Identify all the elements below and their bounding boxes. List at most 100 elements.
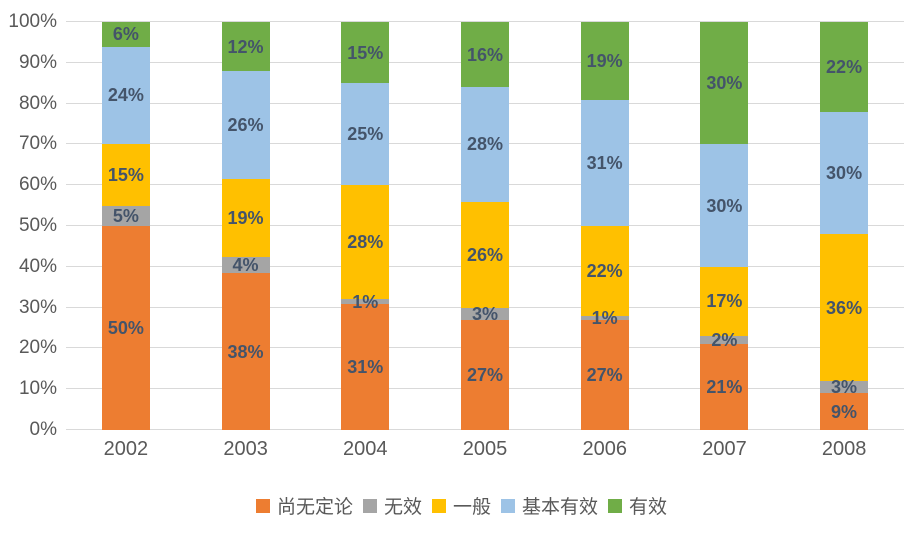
bar-segment: 19% [580, 22, 629, 100]
bar-segment: 9% [820, 393, 869, 430]
legend-item: 基本有效 [501, 492, 598, 519]
bar-segment: 17% [700, 266, 749, 337]
bar-segment: 22% [820, 22, 869, 112]
data-label: 22% [586, 260, 623, 281]
y-tick-label: 50% [18, 215, 57, 236]
data-label: 4% [232, 255, 259, 276]
x-tick-label: 2004 [343, 438, 388, 460]
legend: 尚无定论 无效 一般 基本有效 有效 [0, 492, 923, 519]
legend-swatch [255, 498, 270, 513]
legend-swatch [362, 498, 377, 513]
bar-segment: 5% [101, 205, 150, 226]
legend-label: 有效 [629, 497, 668, 518]
bar-2002: 50% 5% 15% 24% 6% [101, 22, 150, 430]
bar-segment: 26% [460, 201, 509, 308]
bar-segment: 31% [580, 99, 629, 227]
bar-segment: 21% [700, 344, 749, 430]
y-tick-label: 40% [18, 255, 57, 277]
bar-segment: 30% [700, 22, 749, 145]
data-label: 30% [706, 195, 743, 216]
data-label: 5% [112, 205, 139, 226]
y-tick-label: 20% [18, 337, 57, 359]
data-label: 30% [826, 162, 863, 183]
bar-2003: 38% 4% 19% 26% 12% [221, 22, 270, 430]
data-label: 27% [466, 364, 503, 385]
data-label: 21% [706, 377, 743, 398]
bar-segment: 36% [820, 234, 869, 382]
y-tick-label: 80% [18, 92, 57, 114]
bar-segment: 19% [221, 178, 270, 257]
data-label: 31% [347, 356, 384, 377]
legend-label: 一般 [452, 497, 491, 518]
legend-item: 一般 [431, 492, 491, 519]
bar-segment: 30% [700, 144, 749, 267]
bar-segment: 26% [221, 71, 270, 179]
data-label: 17% [706, 291, 743, 312]
data-label: 3% [831, 377, 858, 398]
bar-2008: 9% 3% 36% 30% 22% [820, 22, 869, 430]
bar-segment: 38% [221, 273, 270, 430]
bar-segment: 1% [580, 309, 629, 327]
data-label: 19% [227, 207, 264, 228]
y-tick-label: 100% [8, 11, 57, 32]
x-axis: 2002 2003 2004 2005 2006 2007 2008 [66, 438, 904, 461]
data-label: 1% [352, 291, 379, 312]
data-label: 24% [107, 85, 144, 106]
bar-2007: 21% 2% 17% 30% 30% [700, 22, 749, 430]
bar-segment: 6% [101, 22, 150, 47]
data-label: 50% [107, 318, 144, 338]
bar-segment: 3% [460, 305, 509, 323]
data-label: 26% [227, 115, 264, 136]
bar-segment: 1% [341, 293, 390, 311]
data-label: 25% [347, 124, 384, 145]
data-label: 2% [711, 330, 738, 351]
legend-label: 尚无定论 [276, 497, 353, 518]
data-label: 26% [466, 244, 503, 265]
bar-segment: 4% [221, 255, 270, 276]
bar-segment: 12% [221, 22, 270, 72]
data-label: 22% [826, 56, 863, 77]
bar-segment: 2% [700, 331, 749, 349]
y-tick-label: 90% [18, 51, 57, 73]
data-label: 38% [227, 341, 264, 362]
bar-segment: 27% [580, 319, 629, 430]
bar-segment: 27% [460, 319, 509, 430]
legend-swatch [608, 498, 623, 513]
y-tick-label: 70% [18, 133, 57, 155]
x-tick-label: 2002 [103, 438, 149, 460]
bars-row: 50% 5% 15% 24% 6% 38% 4% 19% 26% 12% 31% 1% 28% 25% 15… [66, 22, 904, 430]
data-label: 15% [347, 42, 384, 63]
data-label: 27% [586, 364, 623, 385]
x-tick-label: 2005 [462, 438, 508, 460]
y-tick-label: 10% [18, 378, 57, 400]
data-label: 30% [706, 73, 743, 94]
data-label: 28% [466, 134, 503, 155]
bar-segment: 3% [820, 377, 869, 398]
data-label: 6% [112, 24, 139, 45]
legend-item: 尚无定论 [255, 492, 353, 519]
x-tick-label: 2003 [223, 438, 268, 460]
data-label: 31% [586, 152, 623, 173]
bar-2005: 27% 3% 26% 28% 16% [460, 22, 509, 430]
bar-2004: 31% 1% 28% 25% 15% [341, 22, 390, 430]
x-tick-label: 2008 [821, 438, 867, 460]
bar-segment: 25% [341, 83, 390, 186]
gridline [66, 21, 904, 22]
legend-label: 基本有效 [522, 497, 599, 518]
bar-segment: 24% [101, 46, 150, 145]
bar-segment: 22% [580, 226, 629, 316]
bar-segment: 28% [341, 185, 390, 300]
y-tick-label: 30% [18, 296, 57, 318]
data-label: 9% [831, 401, 858, 422]
bar-segment: 50% [101, 226, 150, 430]
x-tick-label: 2007 [702, 438, 747, 460]
x-tick-label: 2006 [582, 438, 627, 460]
bar-segment: 16% [460, 22, 509, 88]
legend-item: 无效 [362, 492, 422, 519]
bar-segment: 31% [341, 303, 390, 430]
data-label: 28% [347, 232, 384, 253]
data-label: 19% [586, 50, 623, 71]
plot-area: 0% 10% 20% 30% 40% 50% 60% 70% 80% 90% 100% 50% 5% 15… [8, 11, 904, 440]
legend-label: 无效 [383, 497, 422, 518]
